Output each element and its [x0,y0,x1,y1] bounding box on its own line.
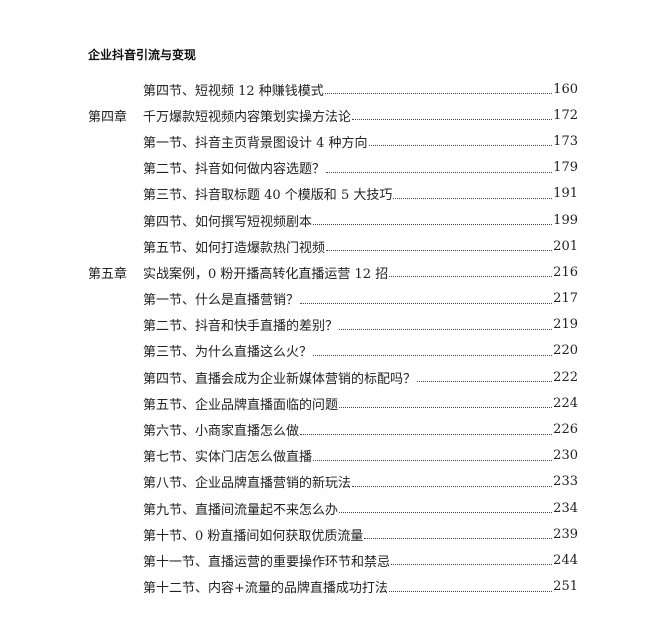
entry-title: 第三节、为什么直播这么火？ [143,345,313,361]
toc-entry: 第五节、如何打造爆款热门视频 201 [88,233,578,259]
dot-leader [389,263,553,278]
page-number: 160 [553,81,578,97]
dot-leader [368,132,553,147]
toc-entry: 第十二节、内容+流量的品牌直播成功打法 251 [88,574,578,600]
page-header: 企业抖音引流与变现 [88,48,197,62]
dot-leader [326,159,553,173]
page-number: 222 [553,369,578,385]
toc-entry: 第五章 实战案例，0 粉开播高转化直播运营 12 招 216 [88,259,578,285]
toc-entry: 第四章 千万爆款短视频内容策划实操方法论 172 [88,102,578,128]
entry-title: 第四节、如何撰写短视频剧本 [143,214,313,230]
toc-entry: 第八节、企业品牌直播营销的新玩法 233 [88,469,578,495]
page-number: 239 [553,526,578,542]
dot-leader [364,525,553,540]
entry-title: 第十节、0 粉直播间如何获取优质流量 [143,528,364,544]
entry-title: 第五节、企业品牌直播面临的问题 [143,397,339,413]
page-number: 179 [553,160,578,176]
dot-leader [313,342,553,356]
dot-leader [324,80,553,95]
entry-title: 第三节、抖音取标题 40 个模版和 5 大技巧 [143,188,393,204]
toc-entry: 第七节、实体门店怎么做直播 230 [88,443,578,469]
page-number: 201 [553,238,578,254]
toc-entry: 第一节、什么是直播营销？ 217 [88,286,578,312]
toc-entry: 第六节、小商家直播怎么做 226 [88,416,578,442]
page-number: 226 [553,422,578,438]
table-of-contents: 第四节、短视频 12 种赚钱模式 160 第四章 千万爆款短视频内容策划实操方法论 17… [88,76,578,600]
page-number: 224 [553,395,578,411]
page-number: 251 [553,579,578,595]
entry-title: 第十二节、内容+流量的品牌直播成功打法 [143,581,388,597]
toc-entry: 第三节、抖音取标题 40 个模版和 5 大技巧 191 [88,181,578,207]
page-number: 220 [553,343,578,359]
dot-leader [339,499,553,514]
dot-leader [417,368,553,383]
dot-leader [352,106,553,121]
entry-title: 第二节、抖音和快手直播的差别？ [143,319,339,335]
entry-title: 第六节、小商家直播怎么做 [143,424,300,440]
dot-leader [313,211,553,226]
chapter-label: 第五章 [88,266,128,282]
chapter-label: 第四章 [88,109,128,125]
entry-title: 实战案例，0 粉开播高转化直播运营 12 招 [143,266,389,282]
toc-entry: 第一节、抖音主页背景图设计 4 种方向 173 [88,128,578,154]
page-number: 173 [553,133,578,149]
page-number: 234 [553,500,578,516]
toc-entry: 第四节、如何撰写短视频剧本 199 [88,207,578,233]
dot-leader [339,394,553,409]
page-number: 216 [553,264,578,280]
page-number: 191 [553,186,578,202]
toc-entry: 第五节、企业品牌直播面临的问题 224 [88,390,578,416]
entry-title: 千万爆款短视频内容策划实操方法论 [143,109,352,125]
page-number: 244 [553,552,578,568]
dot-leader [313,447,553,461]
entry-title: 第五节、如何打造爆款热门视频 [143,240,326,256]
dot-leader [352,473,553,487]
dot-leader [300,290,553,304]
entry-title: 第八节、企业品牌直播营销的新玩法 [143,476,352,492]
page-number: 233 [553,474,578,490]
dot-leader [388,578,553,592]
toc-entry: 第二节、抖音和快手直播的差别？ 219 [88,312,578,338]
toc-entry: 第三节、为什么直播这么火？ 220 [88,338,578,364]
dot-leader [326,237,553,252]
page-number: 199 [553,212,578,228]
entry-title: 第一节、什么是直播营销？ [143,293,300,309]
toc-entry: 第九节、直播间流量起不来怎么办 234 [88,495,578,521]
page-number: 219 [553,317,578,333]
entry-title: 第二节、抖音如何做内容选题？ [143,162,326,178]
toc-entry: 第十节、0 粉直播间如何获取优质流量 239 [88,521,578,547]
page-number: 172 [553,107,578,123]
dot-leader [391,551,553,566]
dot-leader [393,185,553,199]
entry-title: 第十一节、直播运营的重要操作环节和禁忌 [143,554,391,570]
entry-title: 第一节、抖音主页背景图设计 4 种方向 [143,135,368,151]
dot-leader [339,316,553,330]
toc-entry: 第四节、直播会成为企业新媒体营销的标配吗？ 222 [88,364,578,390]
page-number: 230 [553,448,578,464]
entry-title: 第七节、实体门店怎么做直播 [143,450,313,466]
page-number: 217 [553,291,578,307]
entry-title: 第四节、直播会成为企业新媒体营销的标配吗？ [143,371,417,387]
toc-entry: 第四节、短视频 12 种赚钱模式 160 [88,76,578,102]
toc-entry: 第十一节、直播运营的重要操作环节和禁忌 244 [88,547,578,573]
dot-leader [300,421,553,435]
entry-title: 第四节、短视频 12 种赚钱模式 [143,83,324,99]
entry-title: 第九节、直播间流量起不来怎么办 [143,502,339,518]
toc-entry: 第二节、抖音如何做内容选题？ 179 [88,155,578,181]
